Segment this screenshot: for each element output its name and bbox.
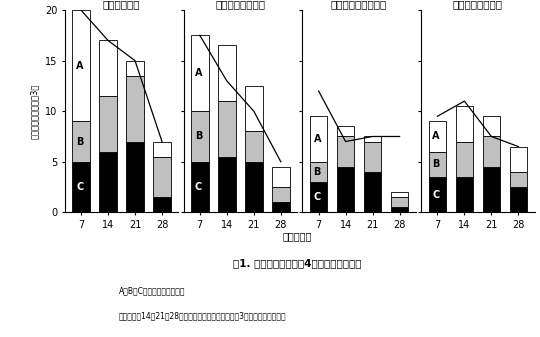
- Text: 出穂後７，14，21，28日の穂１本にカメムシ１頭を3日間放飼して調査。: 出穂後７，14，21，28日の穂１本にカメムシ１頭を3日間放飼して調査。: [119, 311, 286, 320]
- Bar: [99, 96, 117, 152]
- Bar: [364, 136, 381, 142]
- Bar: [310, 116, 327, 162]
- Bar: [510, 147, 527, 172]
- Title: ホソハリカメムシ: ホソハリカメムシ: [453, 0, 503, 9]
- Bar: [72, 10, 90, 121]
- Title: アカスジカスミカメ: アカスジカスミカメ: [331, 0, 387, 9]
- Title: クモヘリカメムシ: クモヘリカメムシ: [215, 0, 265, 9]
- Text: B: B: [76, 136, 83, 147]
- Bar: [337, 167, 354, 212]
- Bar: [153, 197, 171, 212]
- Bar: [191, 35, 208, 111]
- Text: 出穂後日数: 出穂後日数: [282, 231, 312, 241]
- Bar: [483, 136, 500, 167]
- Bar: [191, 111, 208, 162]
- Text: A: A: [314, 134, 321, 144]
- Bar: [126, 76, 144, 142]
- Bar: [218, 157, 235, 212]
- Bar: [429, 152, 446, 177]
- Bar: [245, 86, 262, 131]
- Text: A，B，Cは被害籾の着粒位置: A，B，Cは被害籾の着粒位置: [119, 286, 185, 295]
- Bar: [391, 207, 408, 212]
- Bar: [126, 142, 144, 212]
- Bar: [126, 61, 144, 76]
- Text: A: A: [195, 68, 202, 78]
- Bar: [429, 121, 446, 152]
- Bar: [245, 131, 262, 162]
- Bar: [483, 167, 500, 212]
- Bar: [272, 202, 289, 212]
- Bar: [391, 192, 408, 197]
- Bar: [153, 157, 171, 197]
- Text: A: A: [76, 61, 83, 71]
- Bar: [310, 182, 327, 212]
- Bar: [245, 162, 262, 212]
- Title: イネカメムシ: イネカメムシ: [103, 0, 140, 9]
- Text: C: C: [314, 192, 321, 202]
- Bar: [153, 142, 171, 157]
- Text: B: B: [195, 131, 202, 142]
- Bar: [429, 177, 446, 212]
- Text: C: C: [76, 182, 83, 192]
- Bar: [456, 142, 473, 177]
- Bar: [364, 142, 381, 172]
- Bar: [272, 187, 289, 202]
- Bar: [510, 172, 527, 187]
- Bar: [337, 126, 354, 136]
- Text: A: A: [433, 131, 440, 142]
- Bar: [72, 121, 90, 162]
- Bar: [364, 172, 381, 212]
- Bar: [272, 167, 289, 187]
- Bar: [483, 116, 500, 136]
- Bar: [99, 40, 117, 96]
- Text: C: C: [195, 182, 202, 192]
- Bar: [72, 162, 90, 212]
- Bar: [99, 152, 117, 212]
- Bar: [510, 187, 527, 212]
- Bar: [456, 177, 473, 212]
- Bar: [391, 197, 408, 207]
- Bar: [337, 136, 354, 167]
- Bar: [310, 162, 327, 182]
- Bar: [218, 45, 235, 101]
- Bar: [456, 106, 473, 142]
- Bar: [218, 101, 235, 157]
- Text: 図1. 斑点米カメムシ類4種の平均被害籾数: 図1. 斑点米カメムシ類4種の平均被害籾数: [233, 258, 361, 268]
- Bar: [191, 162, 208, 212]
- Y-axis label: 平均被害籾数／頭／3日: 平均被害籾数／頭／3日: [30, 84, 39, 139]
- Text: B: B: [433, 159, 440, 169]
- Text: C: C: [433, 190, 440, 200]
- Text: B: B: [314, 167, 321, 177]
